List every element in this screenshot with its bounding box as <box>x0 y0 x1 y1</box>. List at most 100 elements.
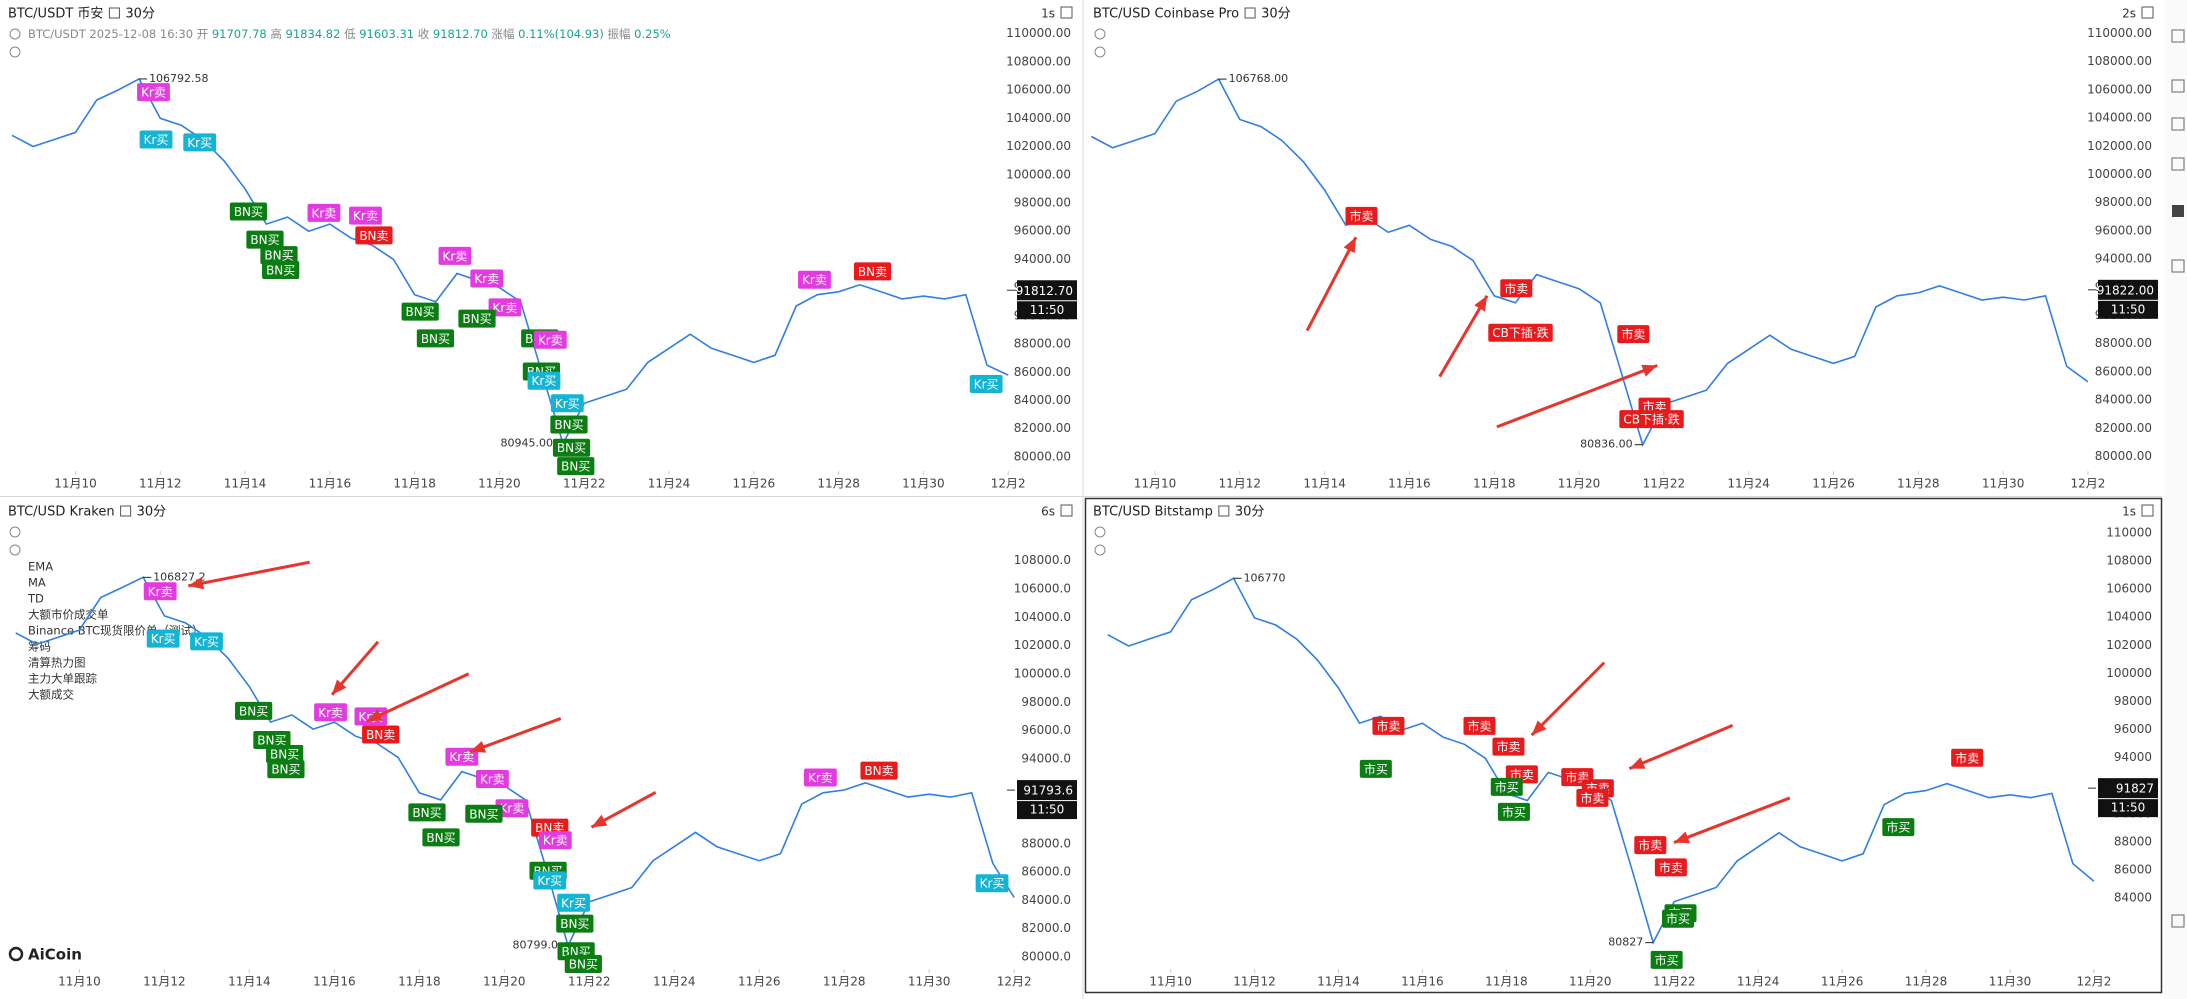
collapse-icon[interactable] <box>9 526 21 538</box>
y-tick-label: 82000.00 <box>1014 421 1071 435</box>
interval[interactable]: 30分 <box>137 505 167 520</box>
logo-text: AiCoin <box>28 946 82 964</box>
collapse-icon[interactable] <box>9 28 21 40</box>
y-tick-label: 104000 <box>2106 610 2152 624</box>
indicator-item[interactable]: 清算热力图 <box>28 656 86 670</box>
tool-icon[interactable] <box>2171 29 2185 43</box>
indicator-item[interactable]: MA <box>28 576 46 590</box>
y-tick-label: 84000.00 <box>2095 393 2152 407</box>
edit-icon[interactable] <box>1244 7 1256 19</box>
signal-label <box>556 914 594 933</box>
signal-label <box>1951 748 1984 767</box>
refresh-rate: 1s <box>2122 505 2136 519</box>
tool-icon[interactable] <box>2171 914 2185 928</box>
low-label: 80945.00 <box>501 437 554 450</box>
x-tick-label: 11月30 <box>1982 477 2025 491</box>
refresh-rate: 1s <box>1041 7 1055 21</box>
y-tick-label: 110000.00 <box>1006 26 1071 40</box>
collapse-icon[interactable] <box>1094 46 1106 58</box>
ohlc-item: 收 <box>414 27 430 41</box>
signal-text: 市买 <box>1502 804 1526 819</box>
signal-text: BN买 <box>257 734 286 748</box>
x-tick-label: 11月12 <box>1233 975 1276 989</box>
window-icon[interactable] <box>2141 504 2154 517</box>
last-price: 91822.00 <box>2097 283 2154 297</box>
signal-text: 市卖 <box>1621 327 1645 342</box>
collapse-icon[interactable] <box>9 544 21 556</box>
ohlc-item: BTC/USDT <box>28 27 87 41</box>
signal-text: BN买 <box>469 807 498 821</box>
signal-text: BN买 <box>462 312 491 326</box>
signal-text: 市买 <box>1666 911 1690 926</box>
signal-label <box>1882 818 1915 837</box>
chart-panel: BTC/USD Bitstamp30分1s8400086000880009000… <box>1084 497 2163 994</box>
indicator-item[interactable]: EMA <box>28 560 53 574</box>
signal-label <box>1500 279 1533 298</box>
edit-icon[interactable] <box>108 7 120 19</box>
y-tick-label: 80000.0 <box>1021 949 1071 963</box>
y-tick-label: 106000.0 <box>1014 582 1071 596</box>
signal-label <box>401 302 439 321</box>
interval[interactable]: 30分 <box>1261 7 1291 22</box>
signal-text: BN买 <box>569 958 598 972</box>
x-tick-label: 11月22 <box>568 975 611 989</box>
last-price-badge <box>2098 778 2158 799</box>
signal-label <box>307 203 341 222</box>
indicator-item[interactable]: 大额成交 <box>28 688 74 702</box>
indicator-item[interactable]: 大额市价成交单 <box>28 608 109 622</box>
signal-label <box>550 415 588 434</box>
tool-icon[interactable] <box>2171 157 2185 171</box>
x-tick-label: 11月18 <box>393 477 436 491</box>
signal-label <box>253 731 291 750</box>
signal-text: BN买 <box>271 763 300 777</box>
signal-text: Kr卖 <box>148 585 173 599</box>
last-price: 91827 <box>2116 782 2154 796</box>
x-tick-label: 11月10 <box>1134 477 1177 491</box>
signal-text: Kr买 <box>144 133 169 147</box>
y-tick-label: 106000.00 <box>1006 83 1071 97</box>
signal-label <box>1490 777 1523 796</box>
arrow-head <box>1474 295 1488 312</box>
collapse-icon[interactable] <box>1094 28 1106 40</box>
indicator-item[interactable]: 主力大单跟踪 <box>28 672 97 686</box>
y-tick-label: 88000.00 <box>2095 336 2152 350</box>
interval[interactable]: 30分 <box>125 7 155 22</box>
signal-text: BN买 <box>426 831 455 845</box>
collapse-icon[interactable] <box>9 46 21 58</box>
tool-icon[interactable] <box>2171 79 2185 93</box>
signal-label <box>860 761 898 780</box>
tool-icon[interactable] <box>2171 117 2185 131</box>
indicator-item[interactable]: TD <box>27 592 44 606</box>
window-icon[interactable] <box>1060 504 1073 517</box>
y-tick-label: 82000.0 <box>1021 921 1071 935</box>
x-tick-label: 11月16 <box>309 477 352 491</box>
signal-text: BN卖 <box>366 728 395 742</box>
signal-label <box>476 769 509 788</box>
y-tick-label: 100000.00 <box>2087 167 2152 181</box>
signal-label <box>422 828 460 847</box>
y-tick-label: 94000.00 <box>1014 252 1071 266</box>
collapse-icon[interactable] <box>1094 544 1106 556</box>
window-icon[interactable] <box>2141 6 2154 19</box>
last-price: 91812.70 <box>1016 284 1073 298</box>
signal-label <box>798 270 831 289</box>
y-tick-label: 110000 <box>2106 525 2152 539</box>
tool-icon[interactable] <box>2172 205 2184 217</box>
window-icon[interactable] <box>1060 6 1073 19</box>
collapse-icon[interactable] <box>1094 526 1106 538</box>
signal-text: 市卖 <box>1349 208 1373 223</box>
edit-icon[interactable] <box>120 505 132 517</box>
signal-label <box>183 133 217 152</box>
y-tick-label: 106000.00 <box>2087 82 2152 96</box>
signal-text: BN买 <box>421 332 450 346</box>
tool-icon[interactable] <box>2171 259 2185 273</box>
high-label: 106768.00 <box>1229 72 1289 85</box>
signal-label <box>266 745 304 764</box>
signal-label <box>1617 325 1650 344</box>
interval[interactable]: 30分 <box>1235 505 1265 520</box>
chart-panel: BTC/USD Coinbase Pro 30分 2s 80000.00 82000.0… <box>1091 6 2158 491</box>
signal-text: CB下插·跌 <box>1492 325 1548 340</box>
edit-icon[interactable] <box>1218 505 1230 517</box>
signal-label <box>533 871 567 890</box>
signal-label <box>1619 410 1684 429</box>
